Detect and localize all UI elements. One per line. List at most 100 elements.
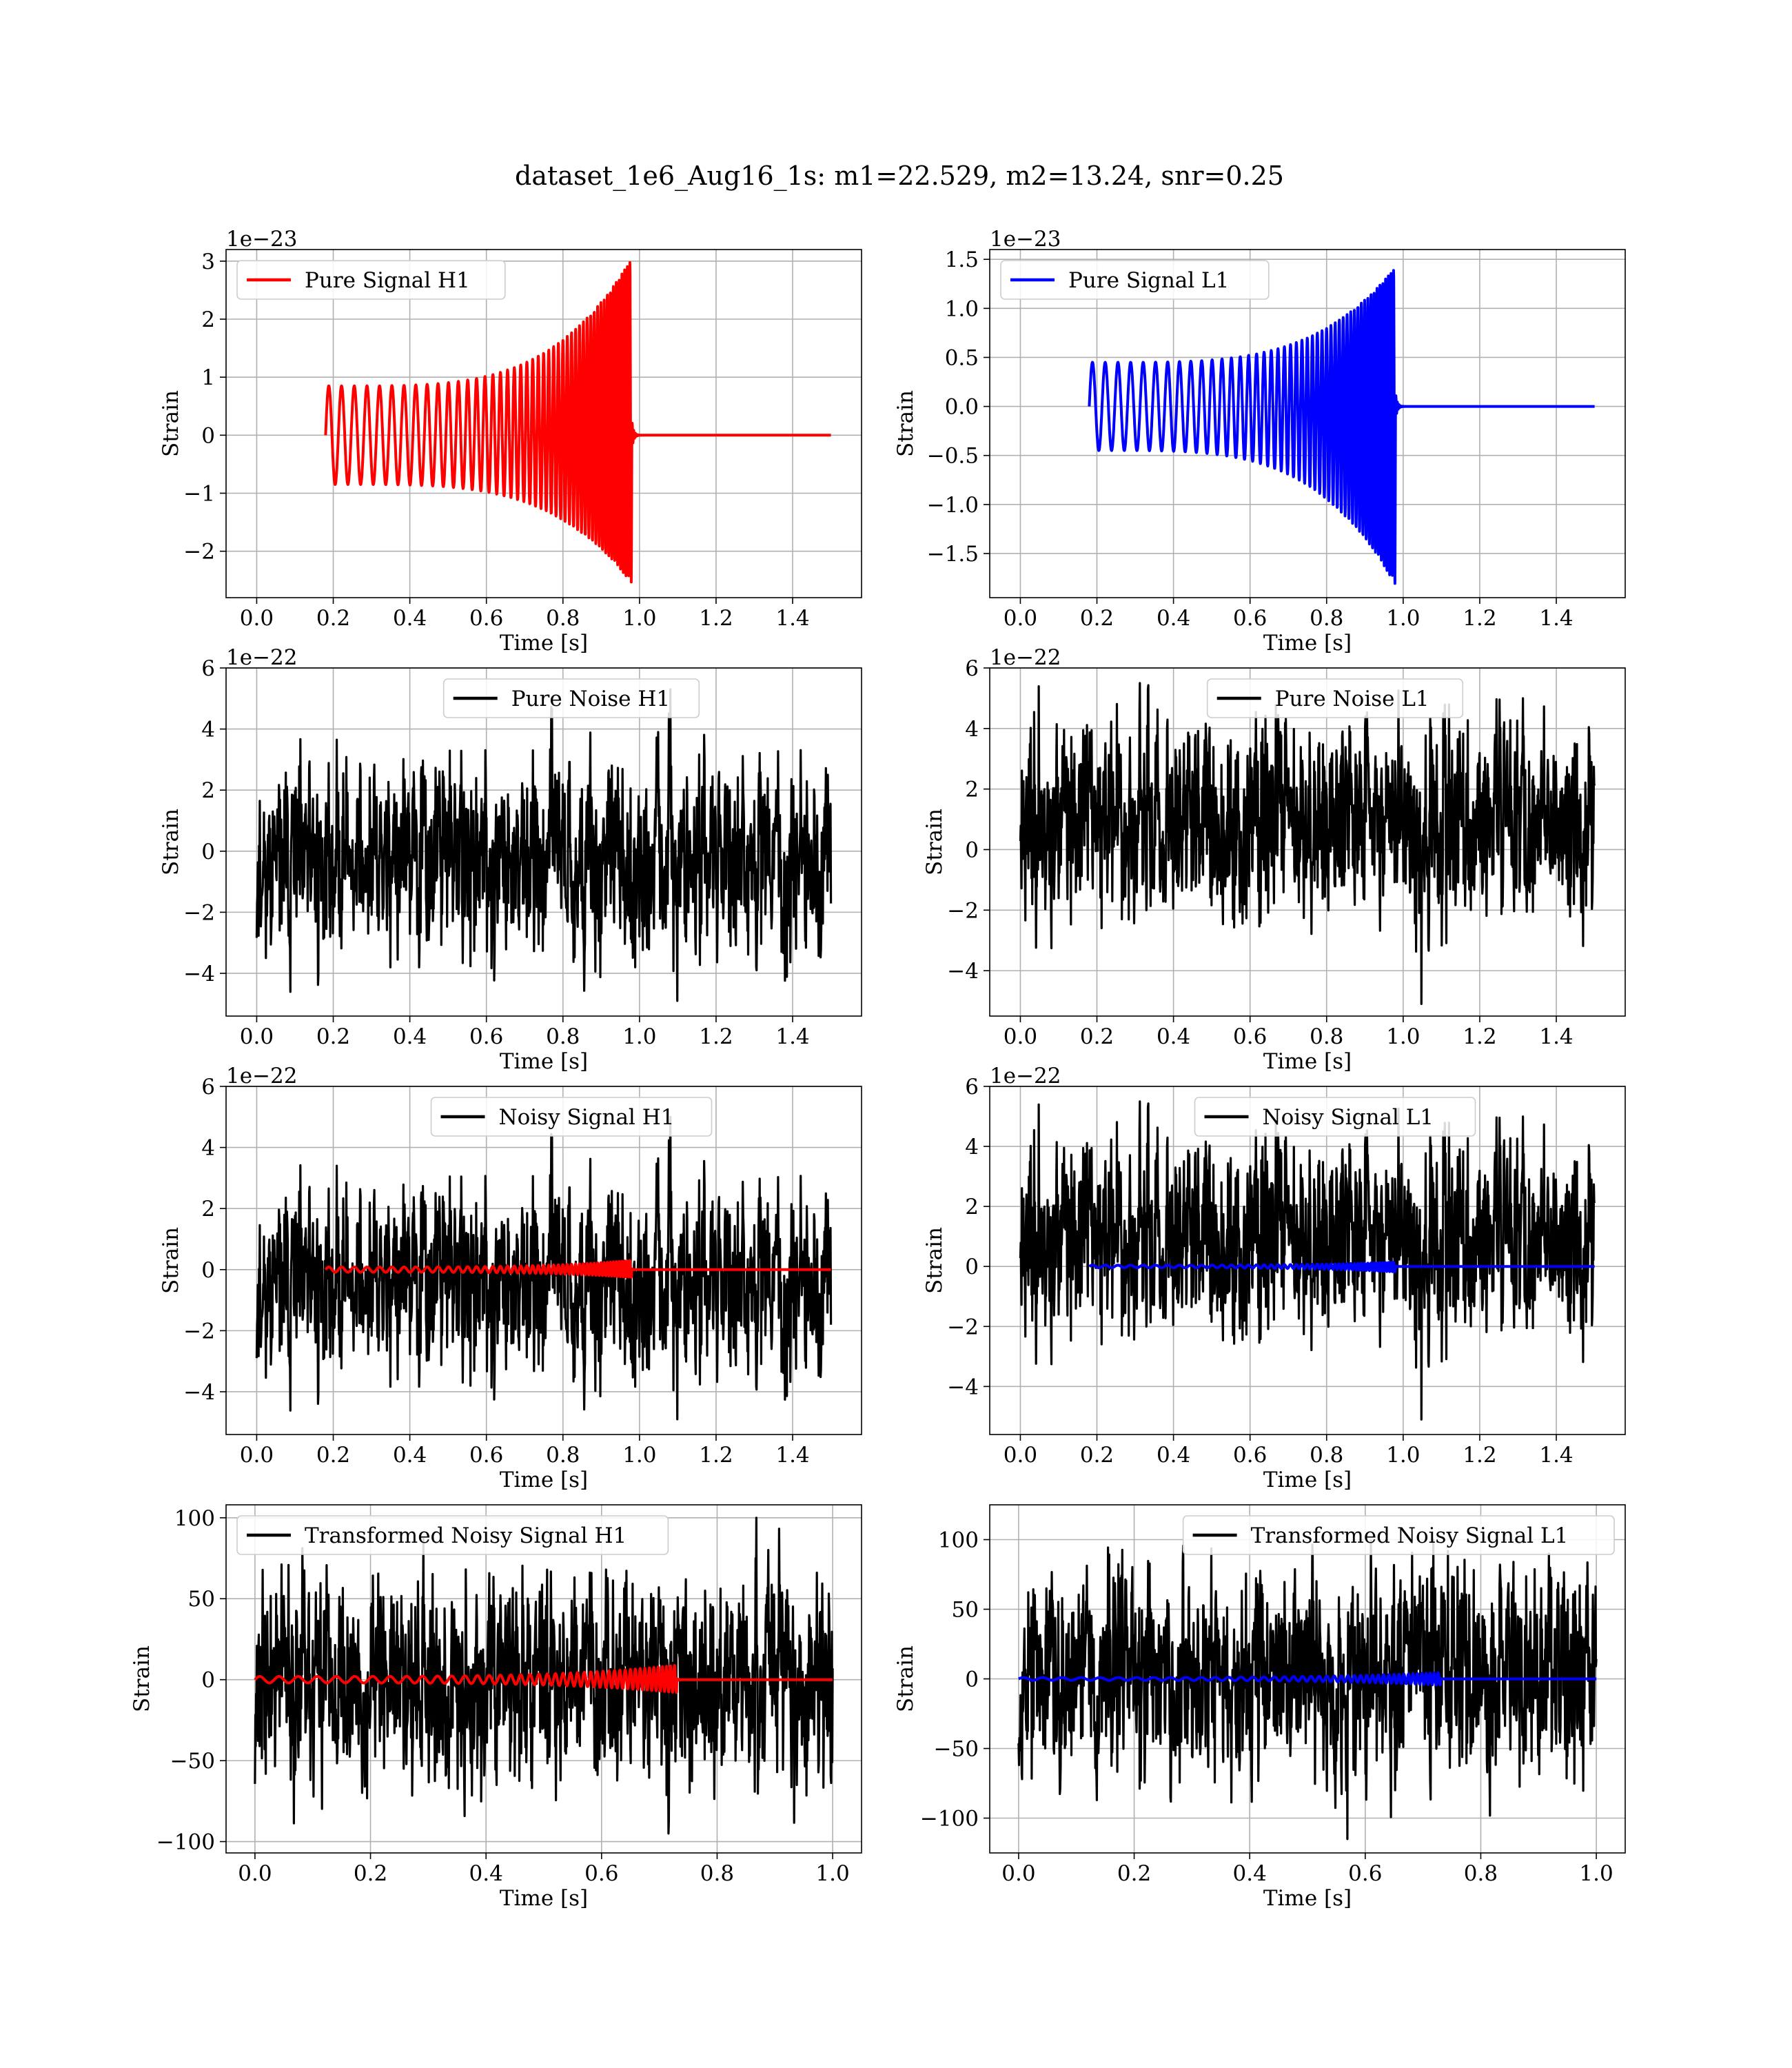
y-tick-label: −4	[947, 959, 979, 984]
chart-panel-transformed-noisy-signal-l1: 0.0 0.2 0.4 0.6 0.8 1.0 −100 −50 0 50 100 Time [s] S…	[893, 1504, 1626, 1911]
legend: Transformed Noisy Signal H1	[236, 1515, 669, 1555]
x-tick-label: 1.2	[699, 606, 733, 631]
x-tick-label: 0.4	[1157, 606, 1190, 631]
x-tick-label: 0.4	[1233, 1861, 1267, 1886]
x-tick-label: 1.4	[775, 1443, 809, 1468]
chart-panel-pure-signal-h1: 0.0 0.2 0.4 0.6 0.8 1.0 1.2 1.4 −2 −1 0 1 2 3 Time [s]…	[159, 227, 862, 656]
x-tick-label: 0.4	[469, 1861, 503, 1886]
y-tick-label: −1.5	[927, 542, 979, 567]
series-line-noise	[1017, 1538, 1598, 1841]
x-tick-label: 1.4	[1539, 1443, 1573, 1468]
x-tick-label: 0.6	[1233, 1024, 1267, 1049]
y-axis-label: Strain	[893, 390, 918, 457]
x-tick-label: 0.6	[469, 1024, 503, 1049]
y-axis-label: Strain	[159, 809, 183, 875]
axes-frame	[989, 667, 1626, 1017]
y-tick-label: 4	[201, 1136, 215, 1161]
y-tick-label: 0	[201, 840, 215, 864]
y-tick-label: 0	[965, 1667, 979, 1692]
y-tick-label: −1.0	[927, 493, 979, 518]
legend-label: Pure Noise H1	[511, 687, 670, 711]
series-line-noise	[1019, 1100, 1596, 1421]
x-tick-label: 0.8	[546, 1443, 580, 1468]
legend-label: Transformed Noisy Signal H1	[305, 1523, 627, 1548]
y-axis-label: Strain	[159, 1227, 183, 1294]
legend: Transformed Noisy Signal L1	[1182, 1515, 1615, 1555]
x-tick-label: 1.0	[1386, 1024, 1420, 1049]
legend-box	[430, 1097, 713, 1137]
x-tick-label: 1.0	[622, 606, 656, 631]
x-tick-label: 0.8	[1464, 1861, 1498, 1886]
x-axis-label: Time [s]	[500, 1049, 588, 1074]
y-axis-label: Strain	[159, 390, 183, 457]
x-tick-label: 1.0	[1386, 1443, 1420, 1468]
chart-panel-noisy-signal-l1: 0.0 0.2 0.4 0.6 0.8 1.0 1.2 1.4 −4 −2 0 2 4 6 Time [s]…	[922, 1064, 1626, 1492]
x-axis-label: Time [s]	[1263, 631, 1352, 656]
y-tick-label: 6	[965, 1075, 979, 1099]
legend-box	[1206, 678, 1464, 718]
x-tick-label: 0.8	[1310, 1443, 1343, 1468]
y-tick-label: −1	[183, 482, 215, 507]
x-tick-label: 1.4	[775, 606, 809, 631]
y-tick-label: 4	[965, 1135, 979, 1159]
y-tick-label: 100	[938, 1528, 979, 1553]
y-tick-label: 6	[965, 656, 979, 681]
y-tick-label: 1.0	[945, 296, 979, 321]
legend: Pure Signal L1	[1000, 260, 1270, 300]
x-tick-label: 0.6	[469, 606, 503, 631]
x-tick-label: 0.0	[240, 606, 274, 631]
legend: Noisy Signal L1	[1194, 1097, 1476, 1137]
legend-label: Transformed Noisy Signal L1	[1251, 1523, 1569, 1548]
x-tick-label: 0.4	[393, 1443, 427, 1468]
x-tick-label: 0.8	[546, 606, 580, 631]
y-tick-label: −4	[183, 962, 215, 986]
x-tick-label: 1.0	[622, 1024, 656, 1049]
series-line-noise	[1019, 682, 1596, 1005]
y-tick-label: −2	[947, 1315, 979, 1339]
x-tick-label: 0.2	[316, 606, 350, 631]
x-tick-label: 0.2	[1080, 1024, 1114, 1049]
legend-box	[236, 260, 506, 300]
panels: 0.0 0.2 0.4 0.6 0.8 1.0 1.2 1.4 −2 −1 0 1 2 3 Time [s]…	[130, 227, 1626, 1911]
chart-panel-pure-noise-l1: 0.0 0.2 0.4 0.6 0.8 1.0 1.2 1.4 −4 −2 0 2 4 6 Time [s]…	[922, 645, 1626, 1074]
series-line-signal	[324, 1259, 833, 1279]
y-tick-label: 0	[201, 1668, 215, 1693]
y-tick-label: 3	[201, 250, 215, 274]
y-tick-label: 0	[965, 1255, 979, 1279]
x-tick-label: 0.4	[393, 606, 427, 631]
legend-box	[1182, 1515, 1615, 1555]
series-group	[255, 688, 833, 1002]
x-axis-label: Time [s]	[500, 1886, 588, 1911]
series-group	[1088, 269, 1596, 585]
axis-offset-label: 1e−22	[990, 645, 1061, 670]
x-tick-label: 1.0	[622, 1443, 656, 1468]
y-tick-label: 100	[174, 1506, 215, 1531]
x-tick-label: 1.0	[1579, 1861, 1613, 1886]
x-tick-label: 1.2	[1463, 1024, 1496, 1049]
x-tick-label: 0.0	[1004, 606, 1037, 631]
y-tick-label: −50	[934, 1737, 979, 1762]
series-group	[1017, 1538, 1598, 1841]
series-group	[254, 1517, 834, 1835]
y-tick-label: 2	[201, 778, 215, 803]
axis-offset-label: 1e−23	[990, 227, 1061, 252]
y-tick-label: 50	[188, 1587, 215, 1612]
x-axis-label: Time [s]	[1263, 1886, 1352, 1911]
x-tick-label: 0.2	[1080, 606, 1114, 631]
x-tick-label: 1.4	[775, 1024, 809, 1049]
y-tick-label: 0.0	[945, 395, 979, 420]
legend: Pure Noise H1	[442, 678, 700, 718]
x-tick-label: 0.0	[1004, 1024, 1037, 1049]
x-tick-label: 1.2	[1463, 606, 1496, 631]
legend-label: Noisy Signal H1	[499, 1105, 675, 1130]
x-tick-label: 1.0	[1386, 606, 1420, 631]
y-tick-label: 1.5	[945, 247, 979, 272]
axes-frame	[989, 1086, 1626, 1435]
legend-box	[236, 1515, 669, 1555]
x-axis-label: Time [s]	[500, 1468, 588, 1492]
x-tick-label: 0.8	[1310, 1024, 1343, 1049]
y-tick-label: −100	[920, 1807, 979, 1832]
y-tick-label: −2	[183, 900, 215, 925]
x-tick-label: 0.6	[1233, 606, 1267, 631]
